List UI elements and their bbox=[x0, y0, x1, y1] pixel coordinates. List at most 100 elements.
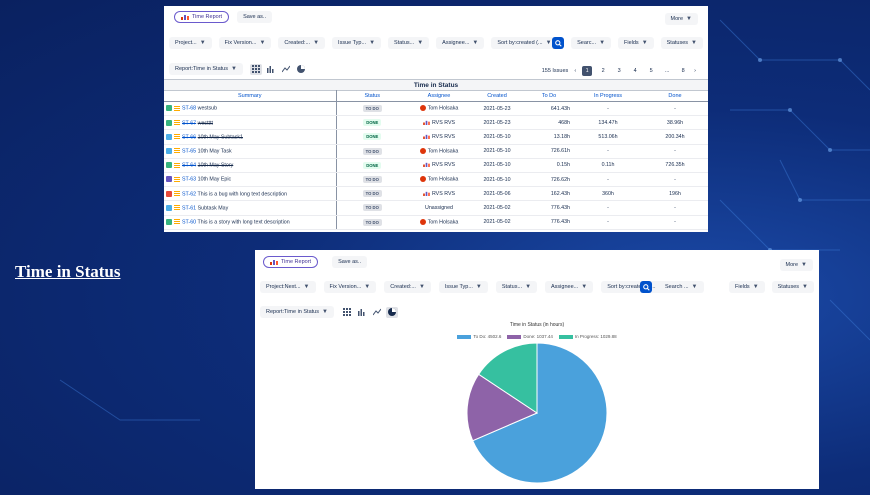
report-select[interactable]: Report:Time in Status ▼ bbox=[260, 306, 334, 318]
fields-button[interactable]: Fields ▼ bbox=[618, 37, 654, 49]
issue-key-link[interactable]: ST-63 bbox=[182, 176, 197, 183]
issue-summary: Subtask May bbox=[197, 205, 229, 212]
todo-time: 776.43h bbox=[524, 215, 574, 230]
legend-item[interactable]: Done: 1037.44 bbox=[507, 334, 553, 339]
statuses-button[interactable]: Statuses ▼ bbox=[660, 37, 703, 49]
more-button[interactable]: More ▼ bbox=[779, 259, 813, 271]
filter-project[interactable]: Project... ▼ bbox=[169, 37, 212, 49]
page-button[interactable]: 5 bbox=[649, 68, 653, 74]
legend-label: In Progress: 1029.88 bbox=[574, 334, 617, 339]
in-progress-time: - bbox=[574, 101, 642, 117]
search-button[interactable] bbox=[640, 281, 652, 293]
fields-label: Fields bbox=[735, 284, 750, 290]
legend-item[interactable]: In Progress: 1029.88 bbox=[558, 334, 617, 339]
filter-issue-typ[interactable]: Issue Typ... ▼ bbox=[332, 37, 382, 49]
time-report-button[interactable]: Time Report bbox=[263, 256, 319, 268]
bar-chart-icon[interactable] bbox=[265, 64, 277, 75]
column-header-assignee[interactable]: Assignee bbox=[408, 90, 470, 102]
page-button[interactable]: 8 bbox=[681, 68, 685, 74]
grid-view-icon[interactable] bbox=[249, 63, 262, 75]
filter-created[interactable]: Created:... ▼ bbox=[278, 37, 326, 49]
page-button[interactable]: 1 bbox=[582, 66, 593, 76]
chevron-down-icon: ▼ bbox=[691, 284, 698, 290]
assignee-name: Tom Holsaka bbox=[427, 148, 459, 155]
filter-issue-typ[interactable]: Issue Typ... ▼ bbox=[438, 281, 488, 293]
filter-status[interactable]: Status... ▼ bbox=[388, 37, 430, 49]
column-header-status[interactable]: Status bbox=[336, 90, 408, 102]
column-header-summary[interactable]: Summary bbox=[164, 90, 337, 102]
search-filter-button[interactable]: Search ... ▼ bbox=[659, 281, 704, 293]
save-as-button[interactable]: Save as.. bbox=[332, 256, 367, 268]
next-page-icon[interactable]: › bbox=[694, 68, 696, 74]
chevron-down-icon: ▼ bbox=[475, 284, 482, 290]
fields-button[interactable]: Fields ▼ bbox=[729, 281, 765, 293]
line-chart-icon[interactable] bbox=[280, 64, 292, 75]
page-button[interactable]: 3 bbox=[617, 68, 621, 74]
filter-label: Created:... bbox=[284, 40, 311, 46]
grid-view-icon[interactable] bbox=[341, 307, 353, 318]
issue-key-link[interactable]: ST-66 bbox=[182, 134, 197, 141]
issue-key-link[interactable]: ST-64 bbox=[182, 162, 197, 169]
created-date: 2021-05-23 bbox=[470, 115, 524, 131]
filter-label: Status... bbox=[501, 284, 523, 290]
filter-label: Fix Version... bbox=[329, 284, 362, 290]
page-button[interactable]: 4 bbox=[633, 68, 637, 74]
table-row[interactable]: ST-68 westsub TO DO Tom Holsaka 2021-05-23 6… bbox=[164, 101, 708, 117]
column-header-done[interactable]: Done bbox=[642, 90, 708, 102]
issue-key-link[interactable]: ST-60 bbox=[182, 219, 197, 226]
filter-fix-version[interactable]: Fix Version... ▼ bbox=[323, 281, 377, 293]
filter-project-next[interactable]: Project:Next... ▼ bbox=[260, 281, 316, 293]
filter-assignee[interactable]: Assignee... ▼ bbox=[545, 281, 594, 293]
table-row[interactable]: ST-61 Subtask May TO DO Unassigned 2021-05-… bbox=[164, 200, 708, 216]
page-button[interactable]: 2 bbox=[601, 68, 605, 74]
issue-key-link[interactable]: ST-65 bbox=[182, 148, 197, 155]
issue-summary: 10th May Task bbox=[197, 148, 232, 155]
table-row[interactable]: ST-66 10th May Subtask1 DONE RVS RVS 2021-0… bbox=[164, 129, 708, 145]
pie-chart bbox=[466, 342, 608, 484]
issue-key-link[interactable]: ST-62 bbox=[182, 190, 197, 197]
chevron-down-icon: ▼ bbox=[691, 40, 697, 46]
pie-slice-in-progress[interactable] bbox=[477, 342, 538, 414]
filter-created[interactable]: Created:... ▼ bbox=[384, 281, 431, 293]
table-row[interactable]: ST-62 This is a bug with long text descr… bbox=[164, 186, 708, 202]
time-in-status-table: Summary Status Assignee Created To Do In… bbox=[164, 90, 708, 230]
legend-swatch bbox=[507, 334, 522, 339]
column-header-in-progress[interactable]: In Progress bbox=[574, 90, 642, 102]
todo-time: 776.43h bbox=[524, 200, 574, 216]
issue-key-link[interactable]: ST-67 bbox=[182, 119, 197, 126]
more-button[interactable]: More ▼ bbox=[664, 13, 698, 25]
table-row[interactable]: ST-64 10th May Story DONE RVS RVS 2021-05-1… bbox=[164, 158, 708, 173]
filter-status[interactable]: Status... ▼ bbox=[495, 281, 538, 293]
filter-label: Assignee... bbox=[551, 284, 579, 290]
search-button[interactable] bbox=[552, 37, 565, 49]
time-report-button[interactable]: Time Report bbox=[174, 11, 230, 23]
filter-sort-by-created[interactable]: Sort by:created (... ▼ bbox=[491, 37, 558, 49]
pie-slice-done[interactable] bbox=[466, 373, 539, 442]
column-header-created[interactable]: Created bbox=[470, 90, 524, 102]
pie-chart-icon[interactable] bbox=[295, 64, 307, 75]
table-row[interactable]: ST-63 10th May Epic TO DO Tom Holsaka 2021-… bbox=[164, 172, 708, 188]
filter-label: Sort by:created (d... bbox=[607, 284, 656, 290]
table-row[interactable]: ST-65 10th May Task TO DO Tom Holsaka 2021-… bbox=[164, 144, 708, 159]
issue-key-link[interactable]: ST-61 bbox=[182, 205, 197, 212]
pie-slice-to-do[interactable] bbox=[472, 342, 608, 484]
statuses-button[interactable]: Statuses ▼ bbox=[771, 281, 814, 293]
line-chart-icon[interactable] bbox=[371, 307, 383, 318]
report-select[interactable]: Report:Time in Status ▼ bbox=[169, 63, 243, 75]
prev-page-icon[interactable]: ‹ bbox=[574, 68, 577, 74]
table-row[interactable]: ST-60 This is a story with long text des… bbox=[164, 215, 708, 230]
legend-item[interactable]: To Do: 4502.6 bbox=[457, 334, 501, 339]
table-row[interactable]: ST-67 westttt DONE RVS RVS 2021-05-23 468h 13… bbox=[164, 115, 708, 131]
assignee-name: Unassigned bbox=[425, 204, 453, 211]
statuses-label: Statuses bbox=[666, 40, 689, 46]
bar-chart-icon[interactable] bbox=[356, 307, 368, 318]
created-date: 2021-05-06 bbox=[470, 186, 524, 202]
pie-chart-icon[interactable] bbox=[385, 306, 398, 318]
filter-fix-version[interactable]: Fix Version... ▼ bbox=[218, 37, 272, 49]
search-filter-button[interactable]: Searc... ▼ bbox=[571, 37, 612, 49]
column-header-todo[interactable]: To Do bbox=[524, 90, 574, 102]
issue-key-link[interactable]: ST-68 bbox=[182, 105, 197, 112]
filter-assignee[interactable]: Assignee... ▼ bbox=[436, 37, 485, 49]
legend-swatch bbox=[457, 334, 472, 339]
save-as-button[interactable]: Save as.. bbox=[237, 11, 272, 23]
